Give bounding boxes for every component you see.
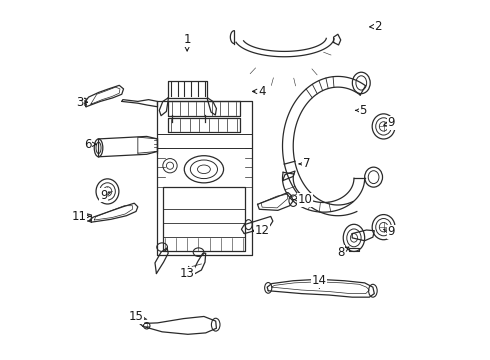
Text: 13: 13 xyxy=(180,267,195,280)
Text: 4: 4 xyxy=(252,85,266,98)
Text: 9: 9 xyxy=(384,116,395,129)
Text: 6: 6 xyxy=(84,138,97,151)
Text: 8: 8 xyxy=(337,246,349,258)
Text: 10: 10 xyxy=(294,193,313,206)
Text: 14: 14 xyxy=(312,274,327,288)
Text: 1: 1 xyxy=(183,33,191,51)
Text: 15: 15 xyxy=(128,310,147,323)
Text: 9: 9 xyxy=(100,189,111,202)
Text: 12: 12 xyxy=(252,224,270,237)
Text: 11: 11 xyxy=(72,210,90,223)
Text: 5: 5 xyxy=(356,104,367,117)
Text: 9: 9 xyxy=(384,225,395,238)
Text: 2: 2 xyxy=(369,20,382,33)
Text: 3: 3 xyxy=(76,96,87,109)
Text: 7: 7 xyxy=(299,157,310,170)
